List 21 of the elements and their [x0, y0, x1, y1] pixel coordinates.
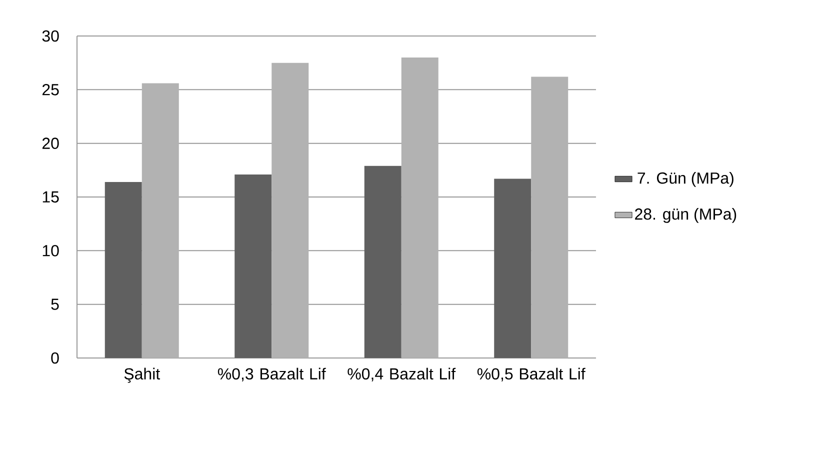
bar: [234, 174, 272, 358]
y-tick-label: 5: [51, 298, 59, 310]
y-tick-label: 25: [42, 84, 59, 96]
y-tick-label: 10: [42, 245, 59, 256]
y-tick-label: 0: [51, 352, 59, 364]
x-tick-label: %0,5 Bazalt Lif: [477, 368, 586, 382]
y-tick-label: 20: [42, 138, 59, 149]
legend-label: 7. Gün (MPa): [638, 172, 734, 187]
bar: [104, 182, 142, 358]
x-tick-label: Şahit: [124, 368, 160, 383]
bar: [142, 83, 179, 358]
y-tick-label: 15: [42, 191, 59, 203]
y-tick-label: 30: [42, 30, 59, 42]
bar: [494, 178, 532, 358]
bar: [272, 62, 309, 358]
bar: [364, 166, 402, 358]
bar: [531, 76, 568, 358]
legend-label: 28. gün (MPa): [635, 208, 736, 223]
x-tick-label: %0,4 Bazalt Lif: [348, 368, 456, 382]
x-tick-label: %0,3 Bazalt Lif: [218, 368, 326, 382]
bar: [401, 57, 438, 358]
